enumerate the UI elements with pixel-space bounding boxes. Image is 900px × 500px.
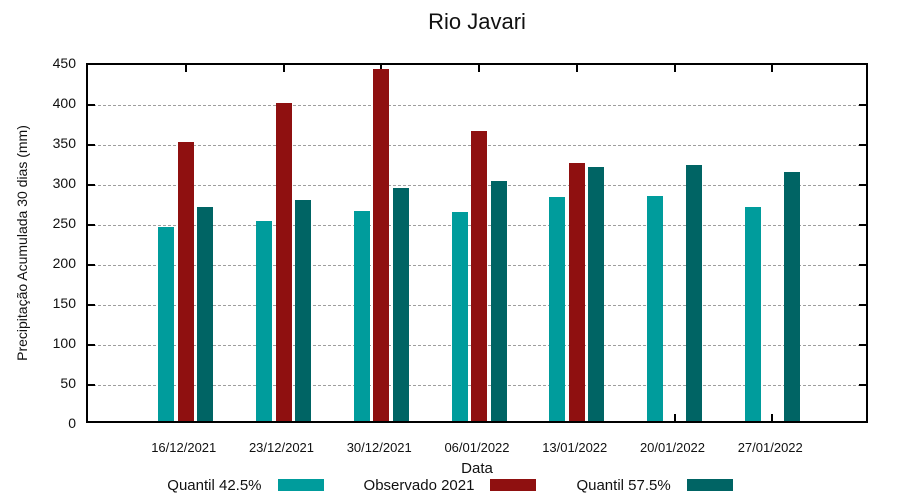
chart-legend: Quantil 42.5% Observado 2021 Quantil 57.5% — [0, 475, 900, 495]
y-tick-mark — [88, 264, 95, 266]
y-tick-label: 450 — [52, 55, 76, 71]
bar-quantil-42-5-30-12-2021 — [353, 211, 370, 421]
x-axis-label: Data — [461, 460, 493, 477]
x-tick-label-23-12-2021: 23/12/2021 — [248, 440, 315, 455]
x-tick-label-20-01-2022: 20/01/2022 — [639, 440, 706, 455]
y-tick-mark — [88, 304, 95, 306]
x-tick-label-27-01-2022: 27/01/2022 — [737, 440, 803, 455]
y-tick-mark — [859, 184, 866, 186]
y-tick-mark — [88, 384, 95, 386]
bar-quantil-57-5-06-01-2022 — [490, 181, 507, 421]
x-tick-mark — [380, 65, 383, 72]
x-tick-mark — [771, 65, 774, 72]
x-tick-mark — [673, 414, 676, 421]
gridline-400 — [88, 105, 866, 106]
legend-swatch-quantil-42-5 — [277, 479, 324, 491]
bar-observado-2021-13-01-2022 — [568, 162, 585, 421]
x-tick-label-13-01-2022: 13/01/2022 — [542, 440, 608, 455]
bar-quantil-42-5-27-01-2022 — [744, 206, 761, 421]
x-tick-mark — [673, 65, 676, 72]
y-tick-label: 50 — [60, 375, 76, 391]
bar-quantil-42-5-20-01-2022 — [647, 196, 663, 421]
x-tick-label-06-01-2022: 06/01/2022 — [444, 440, 510, 455]
x-tick-mark — [575, 65, 578, 72]
bar-quantil-42-5-16-12-2021 — [158, 226, 175, 421]
bar-quantil-42-5-13-01-2022 — [549, 197, 566, 421]
bar-observado-2021-06-01-2022 — [471, 131, 487, 421]
x-tick-label-30-12-2021: 30/12/2021 — [346, 440, 412, 455]
bar-quantil-57-5-23-12-2021 — [295, 200, 311, 421]
x-tick-mark — [771, 414, 774, 421]
legend-entry-quantil-57-5: Quantil 57.5% — [576, 476, 733, 494]
bar-quantil-42-5-06-01-2022 — [451, 212, 468, 421]
bar-observado-2021-23-12-2021 — [275, 102, 292, 421]
y-tick-label: 0 — [68, 415, 76, 431]
legend-swatch-quantil-57-5 — [686, 479, 733, 491]
y-tick-label: 100 — [52, 335, 76, 351]
x-tick-mark — [478, 65, 480, 72]
legend-label-observado-2021: Observado 2021 — [363, 476, 475, 494]
y-tick-mark — [88, 184, 95, 186]
bar-quantil-57-5-16-12-2021 — [197, 207, 214, 421]
legend-entry-observado-2021: Observado 2021 — [364, 477, 537, 494]
legend-label-quantil-42-5: Quantil 42.5% — [167, 476, 262, 494]
y-axis-tick-labels: 0 50 100 150 200 250 300 350 400 450 — [0, 0, 76, 500]
bar-quantil-57-5-27-01-2022 — [783, 172, 800, 421]
y-tick-mark — [859, 144, 866, 146]
y-tick-mark — [859, 344, 866, 346]
y-tick-label: 200 — [52, 255, 76, 271]
y-tick-mark — [859, 264, 866, 266]
y-tick-mark — [88, 144, 95, 146]
y-tick-mark — [859, 384, 866, 386]
legend-swatch-observado-2021 — [490, 479, 537, 491]
bar-quantil-57-5-13-01-2022 — [588, 167, 605, 421]
chart-title: Rio Javari — [428, 9, 526, 34]
plot-area — [86, 63, 868, 423]
y-tick-label: 350 — [52, 135, 76, 151]
y-tick-mark — [859, 304, 866, 306]
y-tick-mark — [88, 104, 95, 106]
y-tick-label: 300 — [52, 175, 76, 191]
legend-entry-quantil-42-5: Quantil 42.5% — [167, 476, 324, 494]
bar-quantil-42-5-23-12-2021 — [256, 221, 272, 421]
x-tick-mark — [282, 65, 285, 72]
y-tick-mark — [88, 344, 95, 346]
bar-quantil-57-5-20-01-2022 — [686, 165, 702, 421]
bar-observado-2021-16-12-2021 — [177, 141, 194, 421]
y-tick-mark — [859, 104, 866, 106]
y-tick-label: 150 — [52, 295, 76, 311]
y-tick-mark — [88, 224, 95, 226]
y-tick-label: 400 — [52, 95, 76, 111]
y-tick-mark — [859, 224, 866, 226]
x-tick-label-16-12-2021: 16/12/2021 — [151, 440, 217, 455]
bar-observado-2021-30-12-2021 — [373, 69, 390, 421]
bar-quantil-57-5-30-12-2021 — [392, 188, 409, 421]
legend-label-quantil-57-5: Quantil 57.5% — [576, 476, 671, 494]
x-axis-tick-labels: 16/12/2021 23/12/2021 30/12/2021 06/01/2022… — [0, 440, 900, 456]
y-tick-label: 250 — [52, 215, 76, 231]
x-tick-mark — [184, 65, 187, 72]
